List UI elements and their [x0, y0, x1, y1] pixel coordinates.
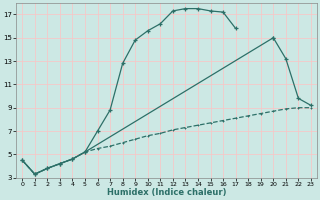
X-axis label: Humidex (Indice chaleur): Humidex (Indice chaleur) [107, 188, 226, 197]
